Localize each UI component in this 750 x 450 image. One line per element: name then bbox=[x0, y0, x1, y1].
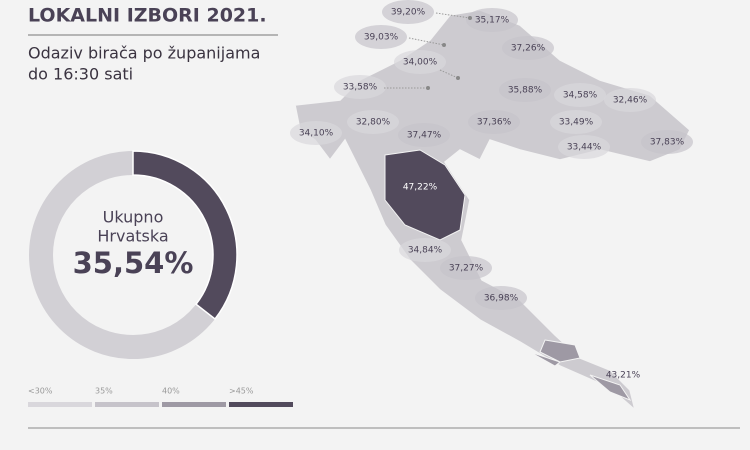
region bbox=[382, 0, 434, 24]
region-label: 34,10% bbox=[299, 129, 334, 139]
region-label: 37,36% bbox=[477, 118, 512, 128]
region-label: 37,26% bbox=[511, 44, 546, 54]
region bbox=[554, 83, 606, 107]
region-label: 36,98% bbox=[484, 294, 519, 304]
legend-label: 40% bbox=[162, 387, 180, 396]
leader-line bbox=[439, 69, 459, 79]
donut-value-label: 35,54% bbox=[73, 246, 194, 280]
legend-label: 35% bbox=[95, 387, 113, 396]
region bbox=[347, 110, 399, 134]
region-label: 37,83% bbox=[650, 138, 685, 148]
region-label: 32,80% bbox=[356, 118, 391, 128]
region bbox=[550, 110, 602, 134]
region-label: 37,47% bbox=[407, 131, 442, 141]
region bbox=[399, 238, 451, 262]
legend-label: <30% bbox=[28, 387, 53, 396]
region-label: 37,27% bbox=[449, 264, 484, 274]
legend-swatch bbox=[162, 402, 226, 407]
region-label: 33,58% bbox=[343, 83, 378, 93]
legend-swatch bbox=[95, 402, 159, 407]
leader-dot bbox=[468, 16, 472, 20]
donut-segment bbox=[132, 150, 238, 321]
leader-dot bbox=[442, 43, 446, 47]
region bbox=[290, 121, 342, 145]
region bbox=[641, 130, 693, 154]
region bbox=[440, 256, 492, 280]
region bbox=[502, 36, 554, 60]
region bbox=[394, 50, 446, 74]
region bbox=[529, 339, 632, 402]
region bbox=[355, 25, 407, 49]
donut-center-label: Ukupno bbox=[103, 208, 164, 227]
leader-dot bbox=[426, 86, 430, 90]
region-label: 35,88% bbox=[508, 86, 543, 96]
region bbox=[499, 78, 551, 102]
region bbox=[398, 123, 450, 147]
region-label: 47,22% bbox=[403, 183, 438, 193]
subtitle-line: do 16:30 sati bbox=[28, 65, 133, 84]
region bbox=[468, 110, 520, 134]
region bbox=[558, 135, 610, 159]
region-label: 43,21% bbox=[606, 371, 641, 381]
region-label: 34,58% bbox=[563, 91, 598, 101]
region bbox=[384, 149, 466, 241]
region-label: 34,84% bbox=[408, 246, 443, 256]
legend-swatch bbox=[229, 402, 293, 407]
leader-dot bbox=[456, 76, 460, 80]
region-label: 34,00% bbox=[403, 58, 438, 68]
region bbox=[466, 8, 518, 32]
region-label: 32,46% bbox=[613, 96, 648, 106]
region-label: 39,20% bbox=[391, 8, 426, 18]
country-outline bbox=[294, 9, 691, 413]
region bbox=[334, 75, 386, 99]
legend-label: >45% bbox=[229, 387, 254, 396]
region bbox=[604, 88, 656, 112]
region-label: 39,03% bbox=[364, 33, 399, 43]
subtitle-line: Odaziv birača po županijama bbox=[28, 44, 260, 63]
title: LOKALNI IZBORI 2021. bbox=[28, 5, 267, 27]
donut-center-label: Hrvatska bbox=[97, 227, 168, 246]
region-label: 35,17% bbox=[475, 16, 510, 26]
legend-swatch bbox=[28, 402, 92, 407]
region-label: 33,44% bbox=[567, 143, 602, 153]
region bbox=[475, 286, 527, 310]
region-label: 33,49% bbox=[559, 118, 594, 128]
